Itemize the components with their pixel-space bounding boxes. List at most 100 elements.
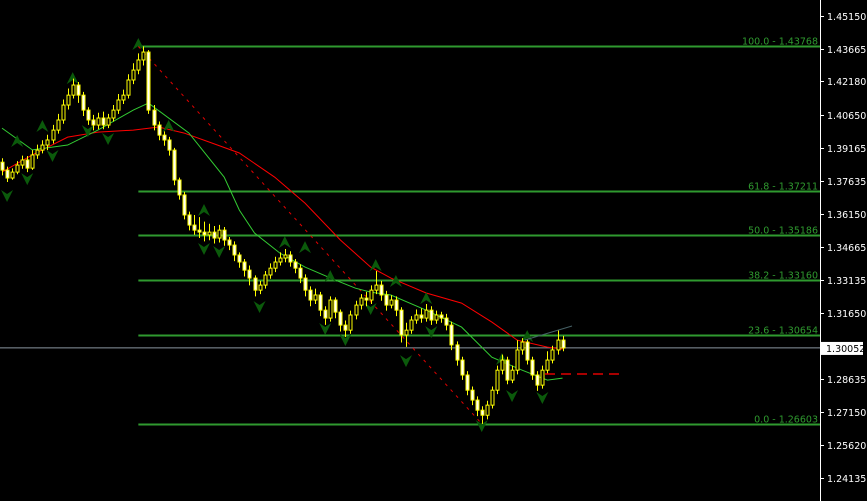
price-tick-label: 1.36150 xyxy=(827,210,866,221)
fractal-up-arrow-icon xyxy=(36,119,49,132)
bullish-candle xyxy=(116,99,121,111)
bearish-candle xyxy=(202,231,207,236)
bearish-candle xyxy=(182,194,187,216)
price-tick-label: 1.25620 xyxy=(827,441,866,452)
fractal-down-arrow-icon xyxy=(21,173,34,186)
fractal-down-arrow-icon xyxy=(400,355,412,368)
fib-trendline xyxy=(137,46,483,425)
bullish-candle xyxy=(490,389,495,406)
price-tick-label: 1.31650 xyxy=(827,309,866,320)
price-tick-label: 1.33135 xyxy=(827,276,866,287)
bullish-candle xyxy=(106,117,111,126)
bullish-candle xyxy=(35,149,40,156)
price-tick-label: 1.39165 xyxy=(827,144,866,155)
bearish-candle xyxy=(460,359,465,376)
bullish-candle xyxy=(434,314,439,321)
bearish-candle xyxy=(338,311,343,326)
bullish-candle xyxy=(207,231,212,236)
bullish-candle xyxy=(71,84,76,96)
fractal-down-arrow-icon xyxy=(364,303,377,316)
bullish-candle xyxy=(45,139,50,146)
bearish-candle xyxy=(333,299,338,313)
price-tick-label: 1.40650 xyxy=(827,111,866,122)
bullish-candle xyxy=(520,341,525,351)
bearish-candle xyxy=(152,109,157,126)
fractal-up-arrow-icon xyxy=(132,37,145,50)
bearish-candle xyxy=(25,159,30,169)
bearish-candle xyxy=(76,84,81,96)
fractal-up-arrow-icon xyxy=(299,241,311,254)
price-tick-label: 1.45150 xyxy=(827,12,866,23)
candlesticks xyxy=(0,46,566,424)
bearish-candle xyxy=(394,299,399,311)
bearish-candle xyxy=(232,244,237,256)
bearish-candle xyxy=(167,139,172,151)
bearish-candle xyxy=(192,224,197,231)
bullish-candle xyxy=(141,51,146,61)
bullish-candle xyxy=(313,294,318,301)
fib-level-label: 38.2 - 1.33160 xyxy=(748,271,818,282)
fractal-down-arrow-icon xyxy=(1,189,14,202)
bearish-candle xyxy=(197,229,202,233)
bearish-candle xyxy=(465,374,470,391)
bullish-candle xyxy=(556,339,561,351)
bearish-candle xyxy=(157,124,162,136)
bearish-candle xyxy=(146,51,151,111)
bullish-candle xyxy=(121,94,126,101)
slow-moving-average-line xyxy=(1,126,563,350)
bearish-candle xyxy=(535,374,540,386)
projection-line xyxy=(524,325,573,341)
fibonacci-retracement[interactable]: 100.0 - 1.43768 61.8 - 1.37211 50.0 - 1.35… xyxy=(0,37,820,426)
bearish-candle xyxy=(86,109,91,121)
bearish-candle xyxy=(172,149,177,181)
bullish-candle xyxy=(30,154,35,169)
bearish-candle xyxy=(449,324,454,346)
fractal-down-arrow-icon xyxy=(506,390,519,403)
fractal-up-arrow-icon xyxy=(198,203,210,216)
bullish-candle xyxy=(359,297,364,306)
bearish-candle xyxy=(470,389,475,401)
bullish-candle xyxy=(348,314,353,331)
bullish-candle xyxy=(354,304,359,316)
fib-level-label: 50.0 - 1.35186 xyxy=(748,226,818,237)
fractal-up-arrow-icon xyxy=(369,259,382,272)
bearish-candle xyxy=(379,284,384,296)
bullish-candle xyxy=(217,229,222,239)
bullish-candle xyxy=(283,254,288,259)
bullish-candle xyxy=(131,69,136,81)
fractal-down-arrow-icon xyxy=(425,326,438,339)
price-axis[interactable]: 1.45150 1.43665 1.42180 1.40650 1.39165 1.376… xyxy=(820,0,867,501)
fractal-up-arrow-icon xyxy=(521,330,534,343)
bullish-candle xyxy=(500,359,505,371)
bullish-candle xyxy=(40,144,45,151)
bearish-candle xyxy=(444,317,449,326)
fractal-down-arrow-icon xyxy=(102,133,115,146)
bullish-candle xyxy=(258,284,263,291)
bearish-candle xyxy=(429,309,434,321)
fib-level-label: 23.6 - 1.30654 xyxy=(748,326,818,337)
bullish-candle xyxy=(540,369,545,386)
bullish-candle xyxy=(550,349,555,361)
price-tick-label: 1.43665 xyxy=(827,45,866,56)
fractal-up-arrow-icon xyxy=(389,274,402,287)
price-tick-label: 1.27150 xyxy=(827,408,866,419)
bearish-candle xyxy=(384,294,389,306)
bullish-candle xyxy=(111,109,116,119)
fib-level-label: 100.0 - 1.43768 xyxy=(742,37,818,48)
fractal-down-arrow-icon xyxy=(81,125,94,138)
projection-lines xyxy=(524,325,620,375)
bullish-candle xyxy=(96,117,101,126)
fractal-down-arrow-icon xyxy=(213,246,226,259)
fractal-down-arrow-icon xyxy=(198,242,210,255)
bearish-candle xyxy=(505,359,510,381)
bearish-candle xyxy=(525,341,530,361)
bullish-candle xyxy=(404,329,409,336)
bearish-candle xyxy=(222,229,227,241)
bearish-candle xyxy=(455,344,460,361)
bearish-candle xyxy=(293,261,298,269)
bearish-candle xyxy=(318,294,323,311)
bearish-candle xyxy=(247,269,252,279)
fractal-up-arrow-icon xyxy=(324,270,337,283)
bullish-candle xyxy=(369,289,374,301)
